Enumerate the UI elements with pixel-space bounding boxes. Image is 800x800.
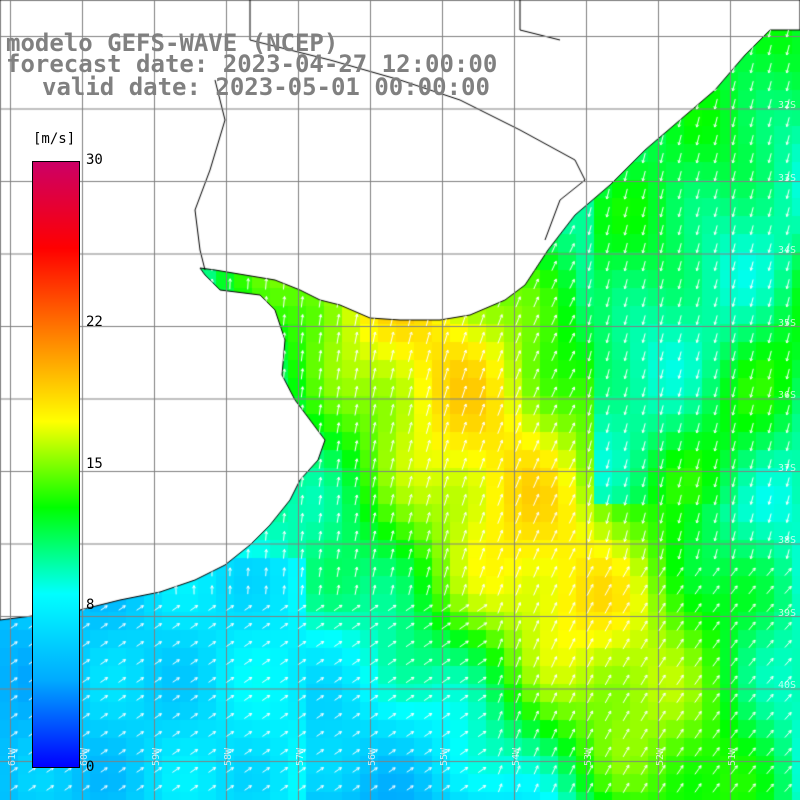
model-title: modelo GEFS-WAVE (NCEP) [6, 29, 339, 57]
latitude-label: 40S [777, 680, 796, 691]
longitude-label: 51W [727, 747, 738, 766]
longitude-label: 55W [439, 747, 450, 766]
longitude-label: 60W [79, 747, 90, 766]
longitude-label: 52W [655, 747, 666, 766]
longitude-label: 61W [7, 747, 18, 766]
valid-date: valid date: 2023-05-01 00:00:00 [42, 73, 490, 101]
colorbar [32, 161, 80, 768]
latitude-label: 33S [777, 172, 796, 184]
latitude-label: 34S [777, 245, 796, 256]
forecast-date: forecast date: 2023-04-27 12:00:00 [6, 50, 498, 78]
longitude-label: 57W [295, 747, 306, 766]
latitude-label: 37S [777, 462, 796, 474]
latitude-label: 38S [777, 535, 796, 546]
colorbar-tick-label: 15 [86, 455, 103, 472]
colorbar-tick-label: 8 [86, 597, 95, 614]
longitude-label: 56W [367, 747, 378, 766]
latitude-label: 32S [777, 100, 796, 111]
latitude-label: 36S [777, 390, 796, 401]
longitude-label: 54W [511, 747, 522, 766]
latitude-label: 35S [777, 317, 796, 329]
colorbar-tick-label: 0 [86, 759, 95, 775]
colorbar-unit: [m/s] [33, 131, 76, 147]
longitude-label: 58W [223, 747, 234, 766]
colorbar-tick-label: 30 [86, 152, 103, 168]
longitude-label: 59W [151, 747, 162, 766]
latitude-label: 39S [777, 607, 796, 619]
colorbar-tick-label: 22 [86, 313, 103, 330]
longitude-label: 53W [583, 747, 594, 766]
